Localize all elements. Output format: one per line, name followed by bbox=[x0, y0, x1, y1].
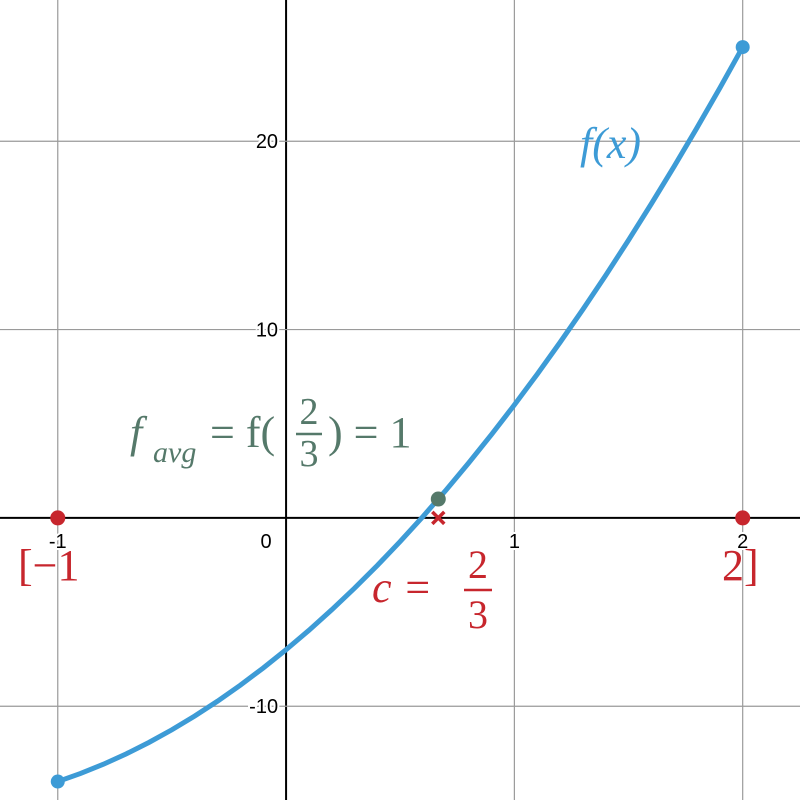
x-tick-label: 0 bbox=[261, 531, 272, 553]
favg-num: 2 bbox=[300, 391, 319, 433]
c-label-lhs: c = bbox=[372, 563, 432, 612]
x-tick-label: -1 bbox=[49, 531, 67, 553]
favg-rhs: ) = 1 bbox=[328, 408, 411, 457]
x-tick-label: 1 bbox=[509, 531, 520, 553]
endpoint bbox=[50, 774, 65, 789]
endpoint bbox=[735, 40, 750, 55]
point bbox=[50, 510, 66, 526]
y-tick-label: 20 bbox=[256, 131, 278, 153]
interval-right: 2] bbox=[722, 541, 759, 590]
cross-marker bbox=[431, 510, 446, 526]
c-label-num: 2 bbox=[468, 542, 488, 587]
favg-den: 3 bbox=[300, 433, 319, 475]
point bbox=[735, 510, 751, 526]
favg-sub: avg bbox=[153, 436, 196, 469]
x-tick-label: 2 bbox=[737, 531, 748, 553]
interval-left: [−1 bbox=[18, 541, 79, 590]
favg-mid: = f( bbox=[210, 408, 275, 457]
curve-label: f(x) bbox=[580, 119, 641, 168]
y-tick-label: 10 bbox=[256, 320, 278, 342]
point bbox=[430, 491, 446, 507]
curve bbox=[55, 44, 746, 785]
favg-f: f bbox=[130, 408, 148, 457]
y-tick-label: -10 bbox=[249, 696, 278, 718]
c-label-den: 3 bbox=[468, 592, 488, 637]
